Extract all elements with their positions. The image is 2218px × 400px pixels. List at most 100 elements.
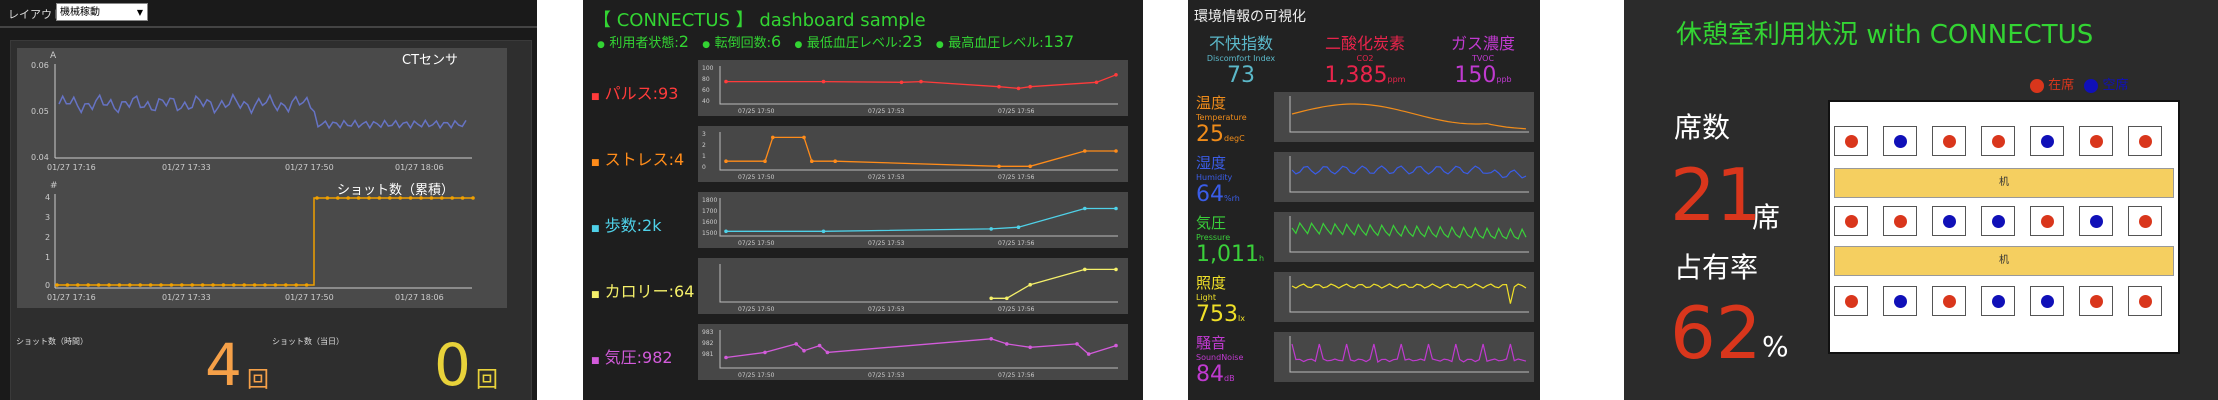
env-chart	[1274, 332, 1534, 382]
vacant-dot-icon	[1894, 135, 1907, 148]
metric-en-label: Humidity	[1196, 173, 1233, 182]
metric-point	[1114, 267, 1118, 272]
metric-chart: 07/25 17:50 07/25 17:53 07/25 17:56	[698, 258, 1128, 314]
metric-point	[1114, 73, 1118, 77]
metric-point	[802, 348, 806, 353]
metric-point	[1086, 352, 1091, 356]
metric-unit: lx	[1238, 314, 1245, 323]
shot-point	[408, 196, 413, 200]
environment-panel: 環境情報の可視化 不快指数 Discomfort Index 73 二酸化炭素 …	[1188, 0, 1540, 400]
metric-ytick: 1800	[702, 197, 717, 204]
rate-value: 62	[1670, 291, 1762, 375]
legend-vacant-label: 空席	[2102, 78, 2129, 93]
shot-point	[117, 283, 122, 287]
shot-point	[263, 283, 267, 287]
metric-xtick: 07/25 17:56	[998, 306, 1035, 313]
metric-unit: ppb	[1496, 75, 1512, 84]
metric-point	[989, 337, 993, 341]
metric-ytick: 100	[702, 65, 714, 72]
shot-point	[325, 196, 330, 200]
ct-series-line	[58, 92, 467, 130]
stat1-label: ショット数（時間）	[16, 337, 88, 346]
metric-bullet-icon: ■	[591, 224, 600, 234]
metric-xtick: 07/25 17:53	[868, 372, 905, 379]
desk: 机	[1834, 168, 2174, 198]
env-chart	[1274, 212, 1534, 262]
shot-point	[96, 283, 101, 287]
metric-point	[1028, 164, 1032, 169]
metric-point	[989, 296, 993, 301]
occupied-dot-icon	[2030, 78, 2044, 93]
metric-point	[794, 342, 798, 346]
metric-jp-label: 温度	[1196, 94, 1227, 112]
occupied-dot-icon	[2041, 215, 2054, 228]
env-series-line	[1291, 221, 1527, 240]
seat-occupied	[1981, 126, 2015, 156]
env-metric: 湿度 Humidity 64%rh	[1196, 152, 1276, 207]
lounge-title: 休憩室利用状況 with CONNECTUS	[1676, 20, 2094, 50]
stat-value: 137	[1043, 32, 1075, 51]
shot-point	[190, 283, 194, 287]
metric-point	[997, 164, 1001, 169]
vacant-dot-icon	[2090, 215, 2103, 228]
seat-occupied	[2030, 206, 2064, 236]
rate-label: 占有率	[1674, 251, 1759, 284]
metric-point	[833, 159, 837, 163]
metric-point	[1028, 84, 1032, 89]
chart1-xtick: 01/27 18:06	[395, 163, 444, 172]
metric-point	[899, 80, 904, 85]
shot-point	[315, 196, 319, 200]
env-metric: 騒音 SoundNoise 84dB	[1196, 332, 1276, 387]
metric-ytick: 1	[702, 153, 706, 160]
shot-point	[429, 196, 434, 200]
env-chart	[1274, 272, 1534, 322]
metric-point	[724, 79, 728, 84]
metric-chart: 1800 1700 1600 1500 07/25 17:50 07/25 17:53 07…	[698, 192, 1128, 248]
metric-point	[724, 355, 728, 360]
env-axes	[1289, 336, 1529, 373]
seats-unit: 席	[1752, 201, 1781, 234]
chart2-title: ショット数（累積）	[337, 183, 454, 198]
shot-series-line	[55, 197, 472, 286]
metric-xtick: 07/25 17:56	[998, 174, 1035, 181]
metric-value: 2k	[642, 216, 662, 235]
metric-chart: 100 80 60 40 07/25 17:50 07/25 17:53 07/25 17:…	[698, 60, 1128, 116]
chart2-xtick: 01/27 17:33	[162, 293, 211, 302]
chart1-ytick: 0.04	[31, 153, 49, 162]
layout-select-value: 機械稼動	[60, 7, 100, 18]
metric-value: 25	[1196, 122, 1224, 147]
metric-xtick: 07/25 17:50	[738, 372, 775, 379]
env-series-line	[1291, 343, 1527, 363]
env-axes	[1289, 276, 1529, 313]
metric-label: ■ ストレス:4	[591, 146, 684, 170]
metric-chart-svg: 100 80 60 40 07/25 17:50 07/25 17:53 07/25 17:…	[702, 65, 1118, 115]
metric-value-group: 1,385ppm	[1300, 63, 1430, 88]
metric-label: ■ パルス:93	[591, 80, 678, 104]
shot-point	[169, 283, 174, 287]
metric-value: 150	[1454, 63, 1497, 88]
shot-point	[450, 196, 455, 200]
seat-vacant	[1883, 286, 1917, 316]
occupied-dot-icon	[1943, 135, 1956, 148]
layout-label: レイアウト	[8, 8, 63, 21]
metric-xtick: 07/25 17:56	[998, 372, 1035, 379]
metric-chart-svg: 07/25 17:50 07/25 17:53 07/25 17:56	[719, 264, 1118, 313]
metric-unit: ppm	[1387, 75, 1406, 84]
env-chart	[1274, 92, 1534, 142]
shot-point	[200, 283, 205, 287]
shot-point	[419, 196, 423, 200]
layout-select[interactable]: 機械稼動 ▼	[56, 3, 148, 21]
metric-label-text: パルス:	[604, 84, 659, 103]
metric-ytick: 983	[702, 329, 714, 336]
chart-box	[17, 48, 507, 308]
env-metric: 気圧 Pressure 1,011h	[1196, 212, 1276, 267]
metric-value-group: 753lx	[1196, 302, 1276, 327]
metric-chart: 983 982 981 07/25 17:50 07/25 17:53 07/25 17:…	[698, 324, 1128, 380]
metric-point	[763, 159, 767, 163]
metric-point	[817, 343, 822, 348]
desk: 机	[1834, 246, 2174, 276]
metric-point	[1114, 149, 1118, 153]
env-chart-svg	[1289, 216, 1529, 253]
chart2-xtick: 01/27 17:50	[285, 293, 334, 302]
env-metric: 照度 Light 753lx	[1196, 272, 1276, 327]
